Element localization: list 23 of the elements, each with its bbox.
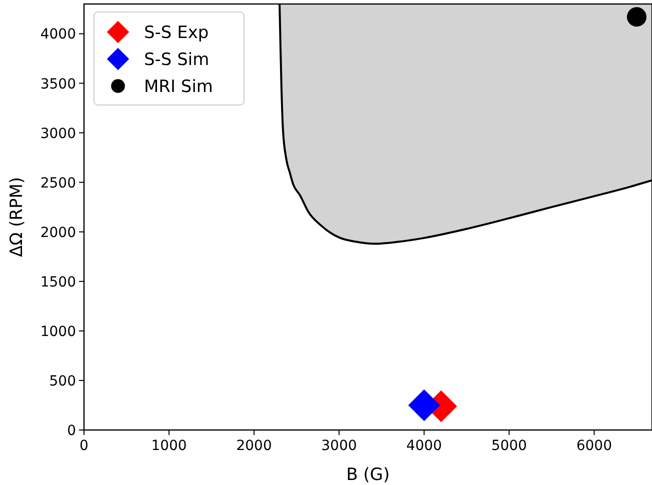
x-axis-title: B (G) xyxy=(346,465,390,485)
x-tick-label: 5000 xyxy=(491,438,527,454)
x-tick-label: 3000 xyxy=(321,438,357,454)
y-tick-label: 2500 xyxy=(40,175,76,192)
y-tick-label: 500 xyxy=(49,373,76,390)
point xyxy=(408,389,440,422)
x-tick-label: 6000 xyxy=(576,438,612,454)
legend-label: S-S Sim xyxy=(144,50,210,70)
y-tick-label: 1500 xyxy=(40,274,76,290)
x-tick-label: 2000 xyxy=(236,438,272,454)
y-tick-label: 3000 xyxy=(40,126,76,142)
y-tick-label: 1000 xyxy=(40,324,76,340)
y-tick-label: 3500 xyxy=(40,76,76,92)
x-tick-label: 4000 xyxy=(406,438,442,454)
y-tick-label: 2000 xyxy=(40,224,76,241)
legend-label: MRI Sim xyxy=(144,77,213,97)
point xyxy=(626,7,646,27)
x-tick-label: 0 xyxy=(80,438,88,454)
y-tick-label: 4000 xyxy=(40,26,76,43)
x-tick-label: 1000 xyxy=(151,438,187,454)
legend-label: S-S Exp xyxy=(144,23,209,43)
y-tick-label: 0 xyxy=(67,423,76,439)
y-axis-title: ΔΩ (RPM) xyxy=(7,176,27,258)
